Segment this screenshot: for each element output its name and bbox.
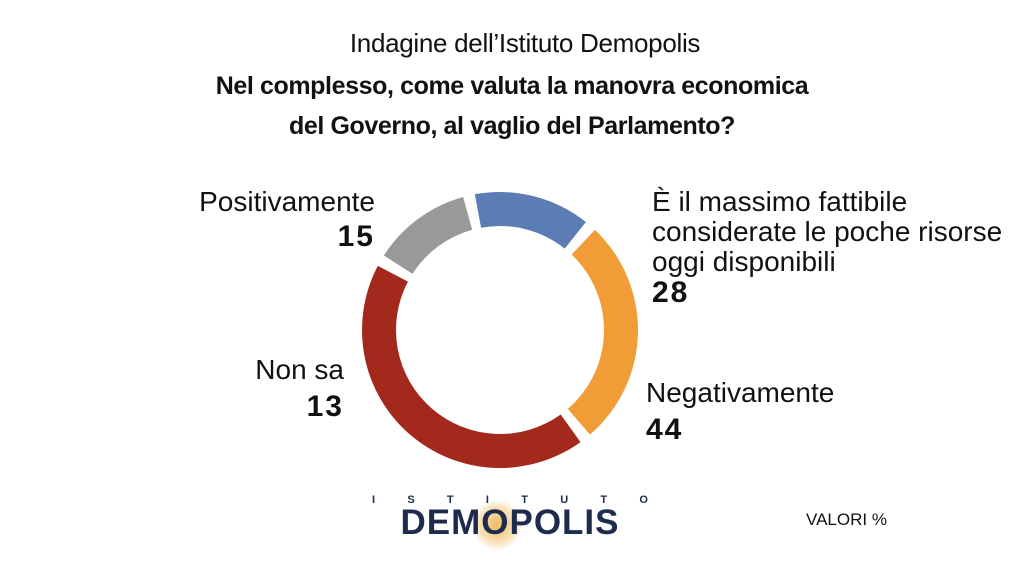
logo-letter: S [407, 494, 415, 506]
title-line-1: Nel complesso, come valuta la manovra ec… [215, 72, 809, 100]
logo-letter: I [485, 494, 489, 506]
logo-letter: O [639, 494, 648, 506]
donut-chart [362, 192, 638, 469]
logo-letter: I [372, 494, 376, 506]
logo-letter: T [521, 494, 528, 506]
chart-title: Nel complesso, come valuta la manovra ec… [0, 66, 1024, 146]
chart-subtitle: Indagine dell’Istituto Demopolis [349, 28, 701, 58]
slice-non-sa [383, 197, 473, 274]
slice-positivamente [474, 192, 586, 249]
title-line-2: del Governo, al vaglio del Parlamento? [288, 112, 736, 140]
logo-letter: U [560, 494, 569, 506]
label-massimo-line-3: oggi disponibili [652, 246, 836, 277]
value-massimo-fattibile: 28 [652, 276, 690, 309]
logo-letter: T [600, 494, 608, 506]
label-non-sa: Non sa [255, 354, 344, 385]
logo-letter: T [446, 494, 454, 506]
value-non-sa: 13 [306, 390, 344, 423]
slice-massimo-fattibile [567, 229, 638, 435]
label-massimo-line-2: considerate le poche risorse [652, 216, 1003, 247]
logo-demopolis: DEMOPOLIS [400, 503, 620, 542]
unit-label: VALORI % [806, 510, 887, 529]
value-negativamente: 44 [646, 413, 684, 446]
label-negativamente: Negativamente [646, 377, 835, 408]
value-positivamente: 15 [337, 220, 375, 253]
logo-glow [472, 500, 522, 550]
label-massimo-fattibile: È il massimo fattibile considerate le po… [652, 187, 1012, 277]
label-massimo-line-1: È il massimo fattibile [652, 186, 908, 217]
slice-negativamente [362, 265, 581, 469]
logo-istituto: I S T I T U T O [372, 494, 648, 506]
label-positivamente: Positivamente [199, 186, 375, 217]
